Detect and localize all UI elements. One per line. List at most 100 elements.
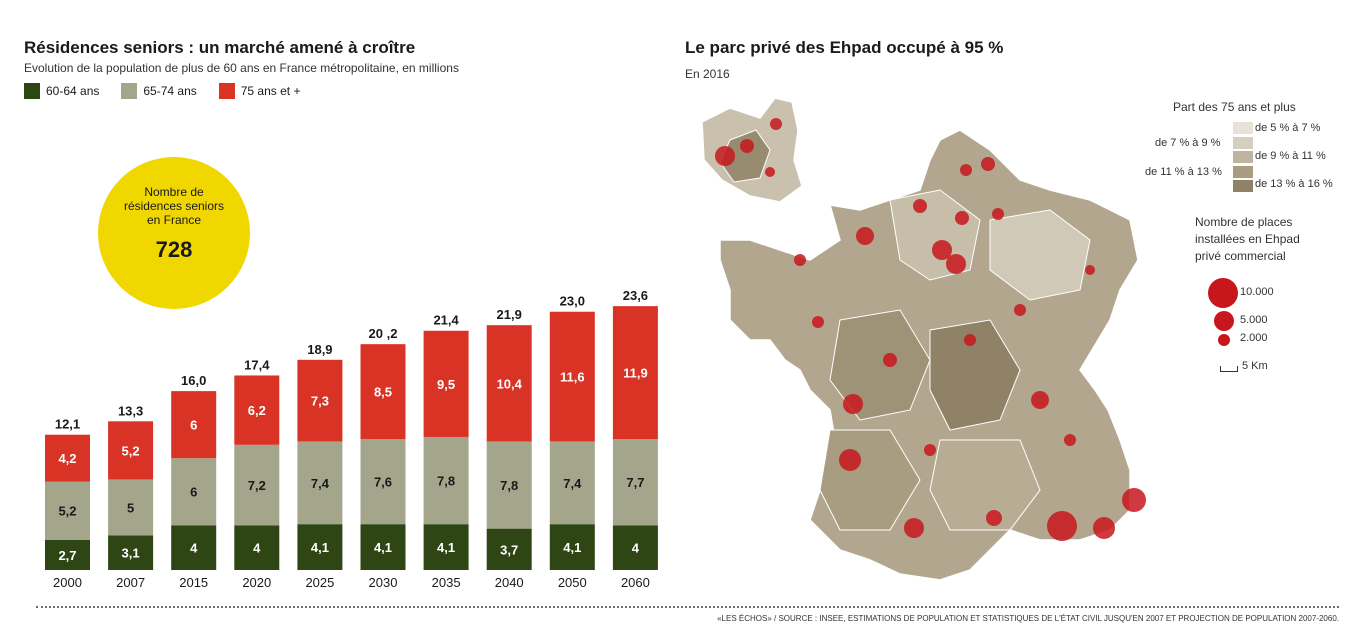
segment-value-label: 4,1 (437, 540, 455, 555)
segment-value-label: 4 (190, 541, 198, 556)
ehpad-dot (986, 510, 1002, 526)
places-legend-line: privé commercial (1195, 249, 1286, 263)
share-legend-label: de 11 % à 13 % (1145, 166, 1222, 178)
segment-value-label: 9,5 (437, 377, 455, 392)
segment-value-label: 6 (190, 485, 197, 500)
segment-value-label: 7,2 (248, 478, 266, 493)
x-tick-label: 2050 (558, 575, 587, 590)
share-legend-label: de 13 % à 16 % (1255, 178, 1333, 190)
segment-value-label: 7,8 (500, 478, 518, 493)
badge-label: Nombre de résidences seniors en France (123, 185, 225, 227)
chart-legend: 60-64 ans 65-74 ans 75 ans et + (24, 83, 300, 99)
source-note: «LES ÉCHOS» / SOURCE : INSEE, ESTIMATION… (717, 614, 1339, 623)
bar-total-label: 21,9 (497, 307, 522, 322)
segment-value-label: 7,4 (563, 476, 582, 491)
ehpad-dot (1122, 488, 1146, 512)
share-swatch (1233, 137, 1253, 149)
ehpad-dot (770, 118, 782, 130)
scale-label: 5 Km (1242, 360, 1268, 372)
x-tick-label: 2035 (432, 575, 461, 590)
legend-swatch (218, 83, 235, 99)
bar-segment (171, 525, 217, 570)
ehpad-dot (715, 146, 735, 166)
segment-value-label: 3,1 (122, 546, 140, 561)
legend-item-65-74: 65-74 ans (121, 83, 197, 99)
bar-segment (612, 525, 658, 570)
bar-segment (612, 306, 658, 440)
bar-segment (549, 311, 595, 442)
bar-total-label: 12,1 (55, 417, 80, 432)
segment-value-label: 11,9 (623, 366, 648, 381)
share-swatch (1233, 166, 1253, 178)
ehpad-dot (839, 449, 861, 471)
segment-value-label: 4,1 (311, 540, 329, 555)
legend-item-75-plus: 75 ans et + (218, 83, 300, 99)
segment-value-label: 7,6 (374, 475, 392, 490)
bar-total-label: 13,3 (118, 403, 143, 418)
ehpad-dot (960, 164, 972, 176)
stacked-bar-chart: 2,7 5,2 4,2 12,1 2000 3,1 5 5,2 13,3 2007 4 6 6 16,0 2… (45, 288, 658, 590)
ehpad-dot (964, 334, 976, 346)
share-swatch (1233, 122, 1253, 134)
bar-segment (612, 439, 658, 526)
footer-divider (36, 606, 1339, 608)
share-legend-label: de 7 % à 9 % (1155, 137, 1221, 149)
legend-label: 60-64 ans (46, 84, 100, 98)
segment-value-label: 4,2 (58, 451, 76, 466)
places-circle-small (1218, 334, 1230, 346)
bar-total-label: 16,0 (181, 373, 206, 388)
segment-value-label: 4 (253, 541, 261, 556)
map-title: Le parc privé des Ehpad occupé à 95 % (685, 38, 1004, 57)
segment-value-label: 7,3 (311, 394, 329, 409)
ehpad-dot (740, 139, 754, 153)
bar-segment (45, 539, 90, 570)
segment-value-label: 5,2 (122, 443, 140, 458)
places-legend-line: Nombre de places (1195, 215, 1293, 229)
ehpad-dot (1085, 265, 1095, 275)
bar-segment (234, 444, 280, 526)
bar-segment (360, 524, 406, 570)
ehpad-dot (856, 227, 874, 245)
places-legend-label: 2.000 (1240, 332, 1268, 344)
places-circle-medium (1214, 311, 1234, 331)
bar-segment (297, 359, 343, 442)
bar-segment (360, 439, 406, 525)
segment-value-label: 2,7 (58, 548, 76, 563)
legend-swatch (121, 83, 138, 99)
bar-segment (549, 524, 595, 570)
x-tick-label: 2007 (116, 575, 145, 590)
bar-total-label: 18,9 (307, 342, 332, 357)
bar-segment (108, 479, 154, 536)
legend-item-60-64: 60-64 ans (24, 83, 99, 99)
bar-total-label: 21,4 (433, 313, 459, 328)
x-tick-label: 2000 (53, 575, 82, 590)
x-tick-label: 2040 (495, 575, 524, 590)
places-legend-label: 10.000 (1240, 286, 1274, 298)
share-legend-label: de 9 % à 11 % (1255, 150, 1326, 162)
ehpad-dot (883, 353, 897, 367)
share-legend-label: de 5 % à 7 % (1255, 122, 1321, 134)
segment-value-label: 6 (190, 418, 197, 433)
segment-value-label: 5,2 (58, 504, 76, 519)
share-swatch (1233, 151, 1253, 163)
ehpad-dot (794, 254, 806, 266)
segment-value-label: 6,2 (248, 403, 266, 418)
bar-segment (45, 481, 90, 540)
chart-title: Résidences seniors : un marché amené à c… (24, 38, 416, 57)
segment-value-label: 7,4 (311, 476, 330, 491)
x-tick-label: 2020 (242, 575, 271, 590)
ehpad-dot (981, 157, 995, 171)
bar-segment (423, 524, 469, 570)
bar-segment (297, 441, 343, 525)
segment-value-label: 7,8 (437, 474, 455, 489)
bar-total-label: 23,0 (560, 294, 585, 309)
x-tick-label: 2030 (369, 575, 398, 590)
ehpad-dot (1047, 511, 1077, 541)
ehpad-dot (1064, 434, 1076, 446)
x-tick-label: 2060 (621, 575, 650, 590)
ehpad-dot (913, 199, 927, 213)
ehpad-dot (955, 211, 969, 225)
segment-value-label: 11,6 (560, 370, 585, 385)
bar-segment (108, 421, 154, 480)
bar-segment (297, 524, 343, 570)
